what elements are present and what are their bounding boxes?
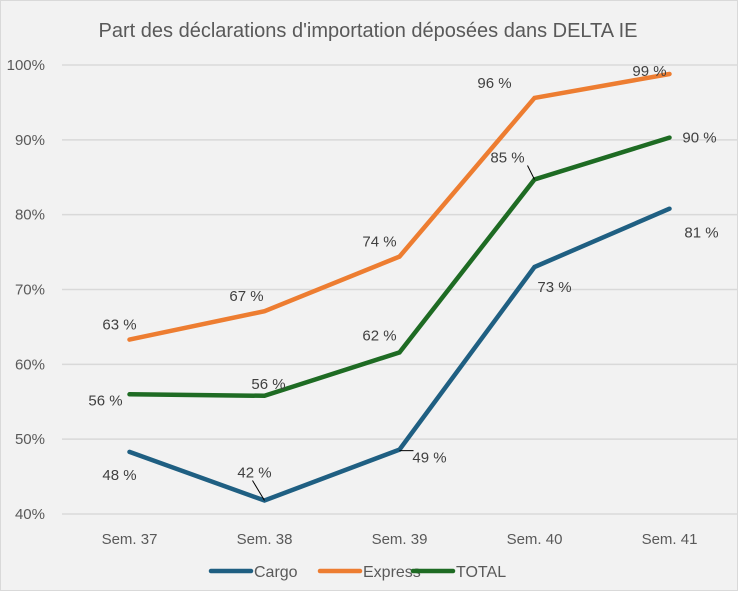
legend-label-total: TOTAL [456, 564, 506, 581]
data-label-express: 67 % [229, 288, 263, 305]
y-tick-label: 100% [7, 57, 45, 74]
data-label-cargo: 73 % [537, 279, 571, 296]
gridlines [62, 64, 737, 515]
series-lines [127, 71, 672, 503]
x-tick-label: Sem. 39 [372, 531, 428, 548]
legend-label-cargo: Cargo [254, 564, 298, 581]
data-label-total: 56 % [251, 376, 285, 393]
x-tick-label: Sem. 37 [102, 531, 158, 548]
data-label-cargo: 42 % [237, 465, 271, 482]
legend-label-express: Express [363, 564, 421, 581]
legend: Cargo Express TOTAL [208, 564, 506, 581]
y-axis: 40% 50% 60% 70% 80% 90% 100% [7, 57, 45, 523]
y-tick-label: 80% [15, 207, 45, 224]
data-label-cargo: 48 % [102, 467, 136, 484]
x-tick-label: Sem. 38 [237, 531, 293, 548]
x-tick-label: Sem. 41 [642, 531, 698, 548]
data-label-cargo: 81 % [684, 225, 718, 242]
data-label-total: 85 % [490, 149, 524, 166]
leader-line [252, 480, 265, 501]
y-tick-label: 70% [15, 282, 45, 299]
series-line-total [127, 135, 672, 399]
label-leader-lines [252, 165, 535, 501]
data-label-total: 90 % [682, 130, 716, 147]
data-label-express: 63 % [102, 317, 136, 334]
data-label-express: 96 % [477, 75, 511, 92]
series-line-express [127, 71, 672, 342]
chart-title: Part des déclarations d'importation dépo… [99, 20, 638, 42]
y-tick-label: 90% [15, 132, 45, 149]
x-axis: Sem. 37 Sem. 38 Sem. 39 Sem. 40 Sem. 41 [102, 531, 698, 548]
data-labels: 48 % 42 % 49 % 73 % 81 % 63 % 67 % 74 % 96 % 99 %… [88, 63, 718, 484]
data-label-express: 74 % [362, 234, 396, 251]
data-label-cargo: 49 % [412, 450, 446, 467]
leader-line [527, 165, 535, 180]
data-label-express: 99 % [632, 63, 666, 80]
y-tick-label: 40% [15, 506, 45, 523]
y-tick-label: 50% [15, 431, 45, 448]
series-line-cargo [127, 206, 672, 503]
data-label-total: 62 % [362, 327, 396, 344]
data-label-total: 56 % [88, 392, 122, 409]
y-tick-label: 60% [15, 356, 45, 373]
x-tick-label: Sem. 40 [507, 531, 563, 548]
